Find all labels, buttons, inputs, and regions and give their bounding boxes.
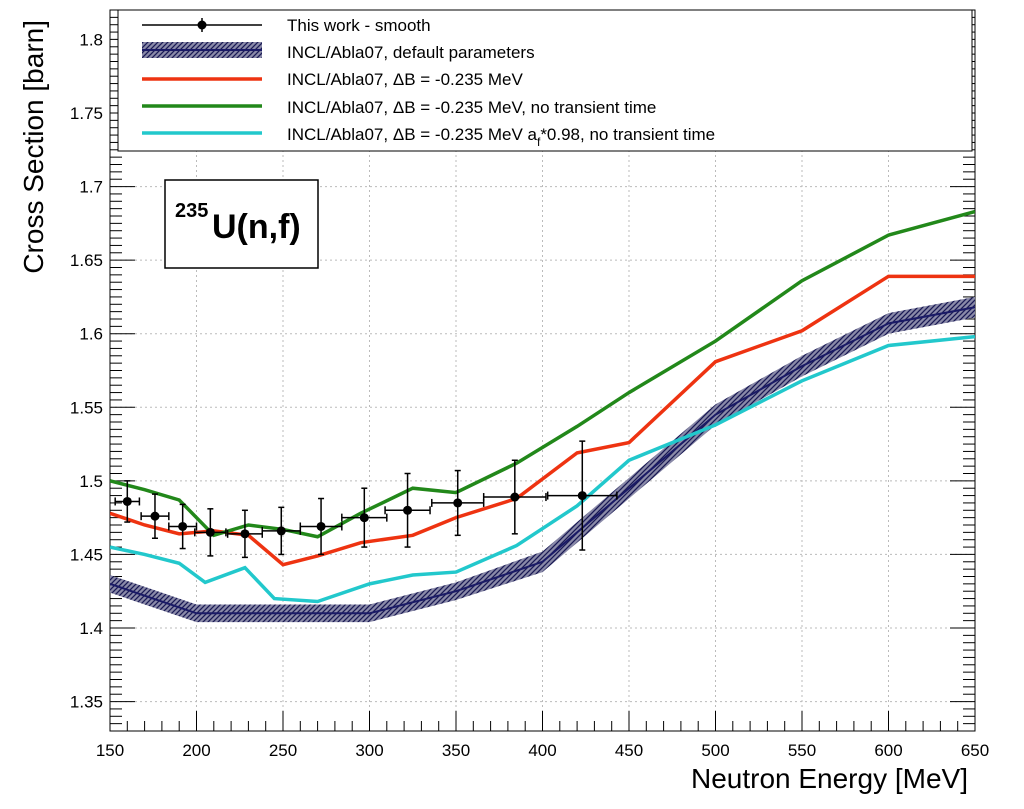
x-tick-label-350: 350 (442, 741, 470, 760)
data-point-423 (546, 440, 618, 551)
x-tick-label-600: 600 (874, 741, 902, 760)
series-band-default (110, 296, 975, 623)
legend: This work - smooth INCL/Abla07, default … (117, 9, 973, 152)
y-tick-label-1.55: 1.55 (70, 398, 103, 417)
point-marker (178, 521, 188, 531)
data-point-272 (299, 497, 343, 556)
legend-entry-cyan: INCL/Abla07, ΔB = -0.235 MeV af*0.98, no… (142, 125, 715, 149)
x-tick-label-400: 400 (528, 741, 556, 760)
x-tick-label-500: 500 (701, 741, 729, 760)
x-tick-label-200: 200 (182, 741, 210, 760)
legend-entry-this-work: This work - smooth (142, 16, 431, 35)
data-point-208 (194, 508, 227, 557)
legend-label-cyan: INCL/Abla07, ΔB = -0.235 MeV af*0.98, no… (287, 125, 715, 149)
y-axis-title: Cross Section [barn] (18, 20, 49, 274)
y-tick-label-1.7: 1.7 (79, 178, 103, 197)
point-marker (510, 492, 520, 502)
reaction-annotation: 235 U(n,f) (164, 179, 319, 269)
data-point-176 (140, 493, 170, 539)
data-point-249 (261, 506, 302, 556)
y-tick-label-1.6: 1.6 (79, 325, 103, 344)
data-point-192 (168, 503, 198, 550)
legend-label-red: INCL/Abla07, ΔB = -0.235 MeV (287, 70, 523, 89)
legend-label-green: INCL/Abla07, ΔB = -0.235 MeV, no transie… (287, 98, 656, 117)
x-tick-label-550: 550 (788, 741, 816, 760)
point-marker (276, 526, 286, 536)
point-marker (150, 511, 160, 521)
data-point-228 (226, 509, 263, 559)
point-marker (577, 491, 587, 501)
data-point-297 (341, 487, 388, 548)
legend-label-cyan-post: *0.98, no transient time (540, 125, 715, 144)
point-marker (205, 527, 215, 537)
point-marker (240, 529, 250, 539)
x-axis-title: Neutron Energy [MeV] (691, 763, 968, 794)
annotation-box (164, 179, 319, 269)
tick-labels: 150 200 250 300 350 400 450 500 550 600 650 1.35 1.4… (70, 30, 989, 760)
x-tick-label-450: 450 (615, 741, 643, 760)
data-point-384 (482, 459, 547, 535)
point-marker (403, 505, 413, 515)
x-tick-label-250: 250 (269, 741, 297, 760)
point-marker (316, 521, 326, 531)
legend-entry-default: INCL/Abla07, default parameters (142, 42, 535, 62)
legend-label-this-work: This work - smooth (287, 16, 431, 35)
x-tick-label-150: 150 (96, 741, 124, 760)
annotation-text: U(n,f) (212, 208, 301, 246)
data-point-160 (114, 480, 141, 523)
y-tick-label-1.4: 1.4 (79, 619, 103, 638)
annotation-superscript: 235 (175, 200, 208, 222)
y-tick-label-1.35: 1.35 (70, 693, 103, 712)
x-tick-label-300: 300 (355, 741, 383, 760)
y-tick-label-1.8: 1.8 (79, 30, 103, 49)
y-tick-label-1.45: 1.45 (70, 545, 103, 564)
legend-entry-green: INCL/Abla07, ΔB = -0.235 MeV, no transie… (142, 98, 656, 117)
y-tick-label-1.65: 1.65 (70, 251, 103, 270)
y-tick-label-1.5: 1.5 (79, 472, 103, 491)
point-marker (122, 496, 132, 506)
y-tick-label-1.75: 1.75 (70, 104, 103, 123)
series-layer (110, 209, 975, 623)
legend-label-cyan-pre: INCL/Abla07, ΔB = -0.235 MeV a (287, 125, 538, 144)
legend-entry-red: INCL/Abla07, ΔB = -0.235 MeV (142, 70, 523, 89)
legend-marker-this-work (197, 20, 207, 30)
data-point-322 (384, 472, 431, 548)
point-marker (453, 498, 463, 508)
point-marker (359, 513, 369, 523)
legend-label-cyan-sub: f (537, 135, 541, 149)
legend-label-default: INCL/Abla07, default parameters (287, 43, 535, 62)
x-tick-label-650: 650 (961, 741, 989, 760)
